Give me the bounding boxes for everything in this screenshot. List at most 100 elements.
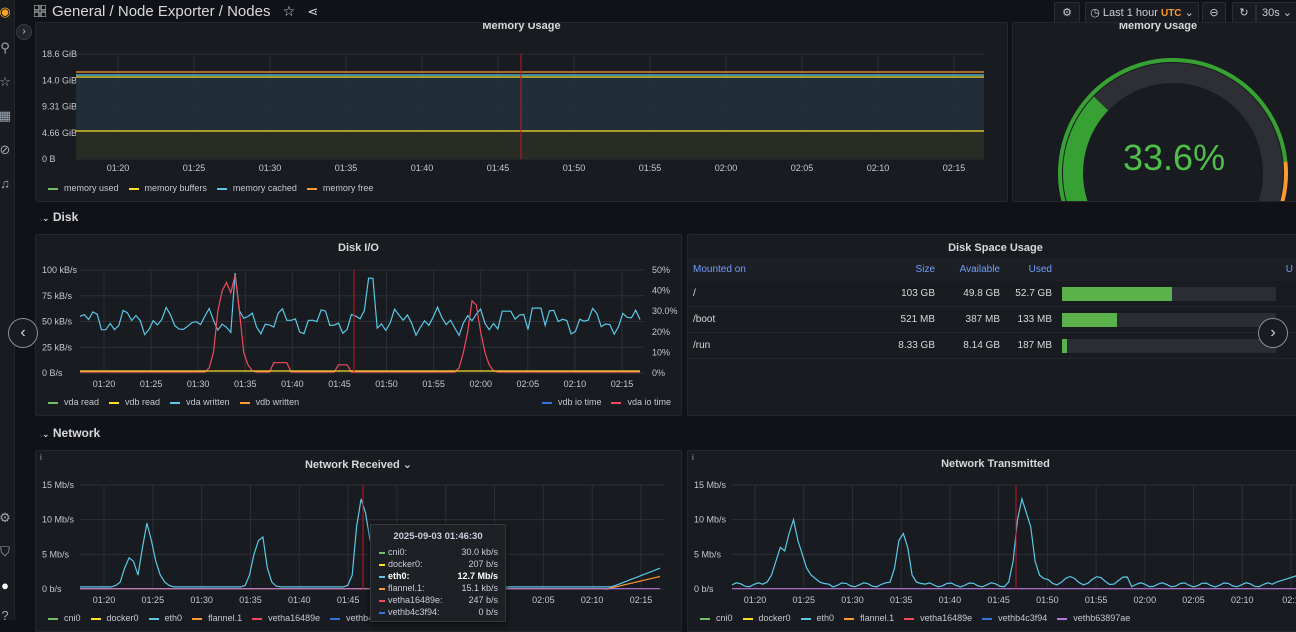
legend-item[interactable]: vdb io time — [541, 397, 601, 407]
column-header-used-percent[interactable]: U — [1057, 258, 1296, 281]
cell-used: 133 MB — [1005, 306, 1057, 333]
x-tick-label: 01:30 — [841, 595, 864, 605]
network-received-panel[interactable]: i Network Received ⌄ 15 Mb/s 10 Mb/s 5 Mb/… — [35, 450, 682, 632]
legend-item[interactable]: vetha16489e — [252, 613, 320, 623]
legend-item[interactable]: vda read — [48, 397, 99, 407]
legend-item[interactable]: memory used — [48, 183, 119, 193]
x-tick-label: 02:15 — [611, 379, 634, 389]
legend-item[interactable]: docker0 — [90, 613, 139, 623]
cell-mount: /run — [688, 332, 868, 359]
legend-item[interactable]: vdb read — [109, 397, 160, 407]
star-icon[interactable]: ☆ — [0, 74, 11, 89]
column-header-available[interactable]: Available — [940, 258, 1005, 281]
avatar[interactable]: ● — [1, 578, 9, 593]
legend-item[interactable]: eth0 — [148, 613, 182, 623]
disk-io-panel[interactable]: Disk I/O 100 kB/s 75 kB/s 50 kB/s 25 kB/s 0 … — [35, 234, 682, 416]
info-icon[interactable]: i — [40, 453, 42, 462]
legend-item[interactable]: eth0 — [800, 613, 834, 623]
legend-label: vethb63897ae — [1073, 613, 1131, 623]
memory-gauge-panel[interactable]: Memory Usage 33.6% — [1012, 22, 1296, 202]
network-transmitted-panel[interactable]: i Network Transmitted 15 Mb/s 10 Mb/s 5 Mb… — [687, 450, 1296, 632]
legend-item[interactable]: flannel.1 — [844, 613, 894, 623]
time-range-label: Last 1 hour — [1102, 7, 1158, 19]
y-tick-label: 100 kB/s — [42, 265, 78, 275]
column-header-used[interactable]: Used — [1005, 258, 1057, 281]
previous-dashboard-button[interactable]: ‹ — [8, 318, 38, 348]
column-header-mounted-on[interactable]: Mounted on — [688, 258, 868, 281]
sidebar-expand-button[interactable]: › — [16, 24, 32, 40]
legend-swatch — [742, 617, 753, 620]
y-tick-label: 5 Mb/s — [694, 549, 722, 559]
cell-available: 49.8 GB — [940, 281, 1005, 307]
network-received-chart[interactable]: 15 Mb/s 10 Mb/s 5 Mb/s 0 b/s 01:20 01:25 01:30… — [36, 451, 681, 631]
row-title-disk[interactable]: ⌄ Disk — [42, 210, 78, 224]
legend-item[interactable]: vethb63897ae — [1057, 613, 1130, 623]
table-row[interactable]: /run 8.33 GB 8.14 GB 187 MB — [688, 332, 1296, 359]
legend-item[interactable]: vethb4c3f94 — [982, 613, 1047, 623]
legend-swatch — [148, 617, 159, 620]
legend-item[interactable]: cni0 — [48, 613, 81, 623]
column-header-size[interactable]: Size — [868, 258, 940, 281]
x-tick-label: 01:25 — [140, 379, 163, 389]
gear-icon[interactable]: ⚙ — [0, 510, 11, 525]
cell-used: 52.7 GB — [1005, 281, 1057, 307]
grafana-logo-icon[interactable]: ◉ — [0, 4, 11, 19]
panel-title[interactable]: Network Received ⌄ — [36, 458, 681, 471]
share-icon[interactable]: ⋖ — [307, 4, 319, 19]
legend-item[interactable]: vda written — [170, 397, 230, 407]
legend-item[interactable]: vetha16489e — [904, 613, 972, 623]
legend-label: vdb read — [125, 397, 161, 407]
memory-usage-panel[interactable]: Memory Usage 18.6 GiB 14.0 GiB 9.31 GiB 4.6… — [35, 22, 1008, 202]
table-row[interactable]: /boot 521 MB 387 MB 133 MB — [688, 306, 1296, 333]
row-title-network[interactable]: ⌄ Network — [42, 426, 100, 440]
x-tick-label: 01:55 — [422, 379, 445, 389]
tooltip-value: 12.7 Mb/s — [457, 571, 498, 581]
breadcrumb[interactable]: General / Node Exporter / Nodes — [52, 3, 271, 20]
table-row[interactable]: /103 GB 49.8 GB 52.7 GB — [688, 281, 1296, 307]
shield-icon[interactable]: ⛉ — [0, 544, 10, 559]
legend-label: memory used — [64, 183, 119, 193]
tooltip-value: 207 b/s — [468, 559, 498, 569]
legend-item[interactable]: memory free — [306, 183, 373, 193]
legend-item[interactable]: cni0 — [700, 613, 733, 623]
legend-item[interactable]: docker0 — [742, 613, 791, 623]
zoom-out-button[interactable]: ⊖ — [1202, 2, 1226, 24]
legend-item[interactable]: memory cached — [216, 183, 297, 193]
disk-io-chart[interactable]: 100 kB/s 75 kB/s 50 kB/s 25 kB/s 0 B/s 01:20 0… — [36, 235, 681, 415]
x-tick-label: 02:00 — [715, 163, 738, 173]
legend-item[interactable]: memory buffers — [128, 183, 207, 193]
refresh-button[interactable]: ↻ — [1232, 2, 1256, 24]
dashboards-icon[interactable]: ▦ — [0, 108, 12, 123]
memory-usage-chart[interactable]: 18.6 GiB 14.0 GiB 9.31 GiB 4.66 GiB 0 B 01:20… — [36, 23, 1007, 201]
disk-space-panel[interactable]: Disk Space Usage Mounted on Size Availab… — [687, 234, 1296, 416]
search-icon[interactable]: ⚲ — [0, 40, 10, 55]
settings-button[interactable]: ⚙ — [1054, 2, 1080, 24]
x-tick-label: 01:45 — [987, 595, 1010, 605]
legend-swatch — [700, 617, 710, 620]
legend-item[interactable]: vda io time — [611, 397, 671, 407]
legend-item[interactable]: vdb written — [239, 397, 299, 407]
y2-tick-label: 30.0% — [652, 306, 678, 316]
legend-swatch — [48, 401, 58, 404]
refresh-interval-button[interactable]: 30s ⌄ — [1256, 2, 1296, 24]
tooltip-label: flannel.1: — [388, 583, 425, 593]
next-dashboard-button[interactable]: › — [1258, 318, 1288, 348]
cell-size: 521 MB — [868, 306, 940, 333]
tooltip-label: vetha16489e: — [388, 595, 443, 605]
alerting-bell-icon[interactable]: ♫ — [0, 176, 10, 191]
x-tick-label: 01:40 — [411, 163, 434, 173]
memory-gauge — [1058, 58, 1288, 201]
time-picker-button[interactable]: ◷ Last 1 hour UTC ⌄ — [1085, 2, 1199, 24]
legend-swatch — [48, 617, 58, 620]
legend-item[interactable]: flannel.1 — [192, 613, 242, 623]
info-icon[interactable]: i — [692, 453, 694, 462]
explore-icon[interactable]: ⊘ — [0, 142, 11, 157]
y-tick-label: 4.66 GiB — [42, 128, 77, 138]
star-favorite-icon[interactable]: ☆ — [282, 3, 296, 19]
x-tick-label: 01:30 — [187, 379, 210, 389]
network-transmitted-chart[interactable]: 15 Mb/s 10 Mb/s 5 Mb/s 0 b/s 01:20 01:25 01:30… — [688, 451, 1296, 631]
cell-mount: /boot — [688, 306, 868, 333]
help-icon[interactable]: ? — [1, 608, 9, 623]
y-tick-label: 75 kB/s — [42, 291, 73, 301]
graph-tooltip: 2025-09-03 01:46:30 cni0: 30.0 kb/s docker… — [370, 524, 506, 622]
